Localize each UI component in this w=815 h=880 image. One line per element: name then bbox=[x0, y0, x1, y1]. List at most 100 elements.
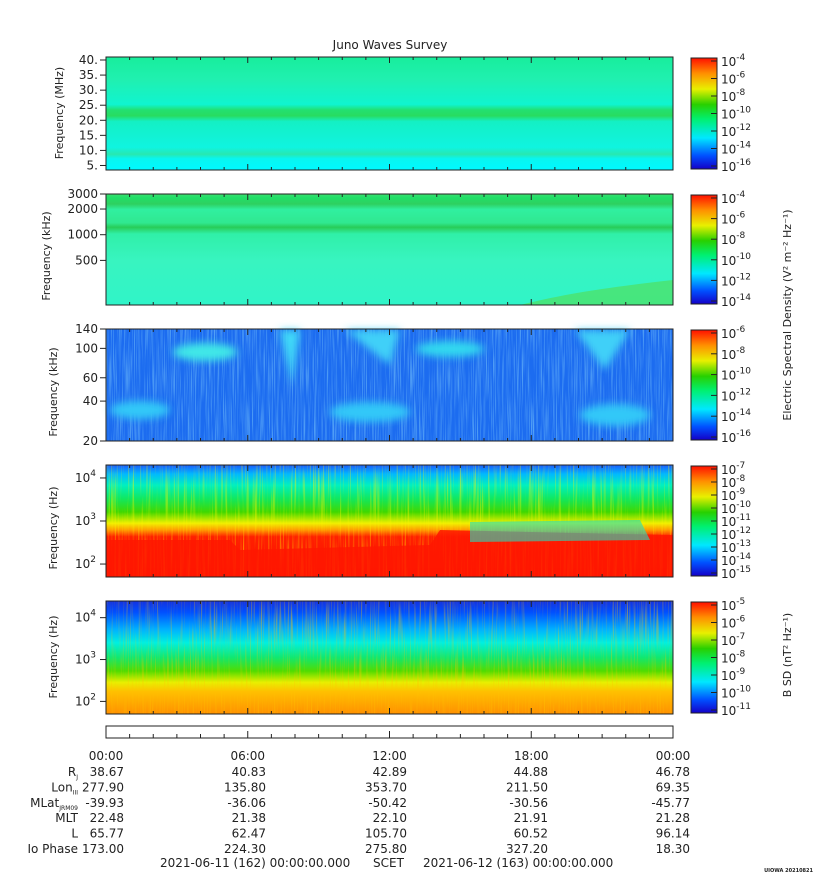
panel-4-ylabel: Frequency (Hz) bbox=[47, 487, 60, 570]
colorbar-tick-label: 10-10 bbox=[721, 252, 751, 268]
y-tick-label: 100 bbox=[75, 341, 98, 355]
colorbar-tick-label: 10-8 bbox=[721, 650, 746, 666]
panel-1-yaxis: 40.35.30.25.20.15.10.5. bbox=[79, 53, 674, 172]
colorbar-tick-label: 10-14 bbox=[721, 141, 751, 157]
colorbar-tick-label: 10-6 bbox=[721, 615, 746, 631]
colorbar-2 bbox=[690, 194, 718, 305]
panel-5-texture bbox=[106, 601, 673, 714]
y-tick-label: 500 bbox=[75, 253, 98, 267]
panel-3: 140 100 60 40 20 Frequency (kHz) bbox=[47, 322, 674, 448]
footer-credit: UIOWA 20210821 bbox=[764, 868, 813, 874]
footer-scet: SCET bbox=[373, 856, 405, 870]
footer-start-date: 2021-06-11 (162) 00:00:00.000 bbox=[160, 856, 350, 870]
time-tick-label: 18:00 bbox=[514, 749, 549, 763]
colorbar-3 bbox=[690, 329, 718, 441]
y-tick-label: 103 bbox=[75, 512, 96, 528]
panel-5: 104 103 102 Frequency (Hz) bbox=[47, 600, 674, 715]
panel-4-bright-band bbox=[106, 530, 673, 577]
time-tick-label: 06:00 bbox=[230, 749, 265, 763]
y-tick-label: 3000 bbox=[67, 187, 98, 201]
colorbar-label-magnetic: B SD (nT² Hz⁻¹) bbox=[781, 613, 794, 697]
ephemeris-value: -45.77 bbox=[651, 796, 690, 810]
ephemeris-value: 277.90 bbox=[82, 780, 124, 794]
colorbar-tick-label: 10-6 bbox=[721, 211, 746, 227]
time-tick-label: 00:00 bbox=[656, 749, 691, 763]
ephemeris-value: -30.56 bbox=[509, 796, 548, 810]
colorbar-tick-label: 10-8 bbox=[721, 231, 746, 247]
colorbar-tick-label: 10-8 bbox=[721, 474, 746, 490]
panel-3-emission-features bbox=[110, 330, 650, 426]
ephemeris-value: 46.78 bbox=[656, 765, 690, 779]
colorbar-tick-label: 10-14 bbox=[721, 293, 751, 309]
colorbar-tick-label: 10-9 bbox=[721, 487, 746, 503]
ephemeris-value: 211.50 bbox=[506, 780, 548, 794]
time-tick-label: 12:00 bbox=[372, 749, 407, 763]
ephemeris-value: -36.06 bbox=[227, 796, 266, 810]
colorbar-tick-label: 10-12 bbox=[721, 526, 751, 542]
colorbar-tick-label: 10-9 bbox=[721, 667, 746, 683]
colorbar-5 bbox=[690, 601, 718, 714]
ephemeris-value: 22.10 bbox=[373, 811, 407, 825]
y-tick-label: 40. bbox=[79, 53, 98, 67]
ephemeris-value: 327.20 bbox=[506, 842, 548, 856]
ephemeris-value: 96.14 bbox=[656, 827, 690, 841]
colorbar-tick-label: 10-13 bbox=[721, 539, 751, 555]
panel-2-ylabel: Frequency (kHz) bbox=[40, 211, 53, 300]
ephemeris-value: 135.80 bbox=[224, 780, 266, 794]
ephemeris-value: 21.38 bbox=[232, 811, 266, 825]
ephemeris-value: 21.91 bbox=[514, 811, 548, 825]
ephemeris-value: 69.35 bbox=[656, 780, 690, 794]
colorbar-tick-label: 10-4 bbox=[721, 190, 746, 206]
ephemeris-value: 275.80 bbox=[365, 842, 407, 856]
colorbar-tick-label: 10-11 bbox=[721, 702, 751, 718]
y-tick-label: 104 bbox=[75, 469, 96, 485]
panel-1: 40.35.30.25.20.15.10.5. Frequency (MHz) bbox=[53, 53, 674, 172]
time-axis: 00:00 06:00 12:00 18:00 00:00 bbox=[89, 725, 691, 763]
y-tick-label: 2000 bbox=[67, 202, 98, 216]
time-tick-label: 00:00 bbox=[89, 749, 124, 763]
y-tick-label: 10. bbox=[79, 143, 98, 157]
y-tick-label: 102 bbox=[75, 692, 96, 708]
ephemeris-table: RJ 38.67 40.83 42.89 44.88 46.78 LonIII 277.90 1… bbox=[27, 765, 690, 856]
ephemeris-value: 22.48 bbox=[90, 811, 124, 825]
footer-end-date: 2021-06-12 (163) 00:00:00.000 bbox=[423, 856, 613, 870]
panel-1-spectrogram bbox=[106, 57, 673, 170]
panel-2-emission-feature bbox=[520, 280, 673, 305]
ephemeris-value: 353.70 bbox=[365, 780, 407, 794]
ephemeris-value: 62.47 bbox=[232, 827, 266, 841]
ephemeris-row-label: MLT bbox=[55, 811, 78, 825]
ephemeris-row-label: Io Phase bbox=[27, 842, 78, 856]
y-tick-label: 102 bbox=[75, 555, 96, 571]
colorbar-tick-label: 10-10 bbox=[721, 500, 751, 516]
time-axis-ticks: 00:00 06:00 12:00 18:00 00:00 bbox=[89, 731, 691, 763]
ephemeris-value: 60.52 bbox=[514, 827, 548, 841]
colorbar-tick-label: 10-6 bbox=[721, 71, 746, 87]
y-tick-label: 20 bbox=[83, 434, 98, 448]
colorbar-tick-label: 10-14 bbox=[721, 552, 751, 568]
colorbar-tick-label: 10-4 bbox=[721, 53, 746, 69]
ephemeris-value: 173.00 bbox=[82, 842, 124, 856]
y-tick-label: 5. bbox=[87, 158, 98, 172]
ephemeris-value: 18.30 bbox=[656, 842, 690, 856]
y-tick-label: 30. bbox=[79, 83, 98, 97]
panel-1-ylabel: Frequency (MHz) bbox=[53, 67, 66, 159]
ephemeris-row-label: LonIII bbox=[51, 780, 78, 796]
y-tick-label: 103 bbox=[75, 651, 96, 667]
ephemeris-value: 65.77 bbox=[90, 827, 124, 841]
ephemeris-value: 38.67 bbox=[90, 765, 124, 779]
chart-title: Juno Waves Survey bbox=[332, 38, 448, 52]
y-tick-label: 20. bbox=[79, 113, 98, 127]
panel-2-spectrogram bbox=[106, 194, 673, 305]
y-tick-label: 104 bbox=[75, 609, 96, 625]
colorbar-tick-label: 10-5 bbox=[721, 597, 745, 613]
colorbar-tick-label: 10-8 bbox=[721, 346, 746, 362]
panel-3-yaxis: 140 100 60 40 20 bbox=[75, 322, 674, 448]
ephemeris-value: -50.42 bbox=[368, 796, 407, 810]
colorbar-tick-label: 10-10 bbox=[721, 685, 751, 701]
y-tick-label: 40 bbox=[83, 394, 98, 408]
colorbar-tick-label: 10-8 bbox=[721, 88, 746, 104]
colorbar-tick-label: 10-10 bbox=[721, 106, 751, 122]
y-tick-label: 1000 bbox=[67, 228, 98, 242]
